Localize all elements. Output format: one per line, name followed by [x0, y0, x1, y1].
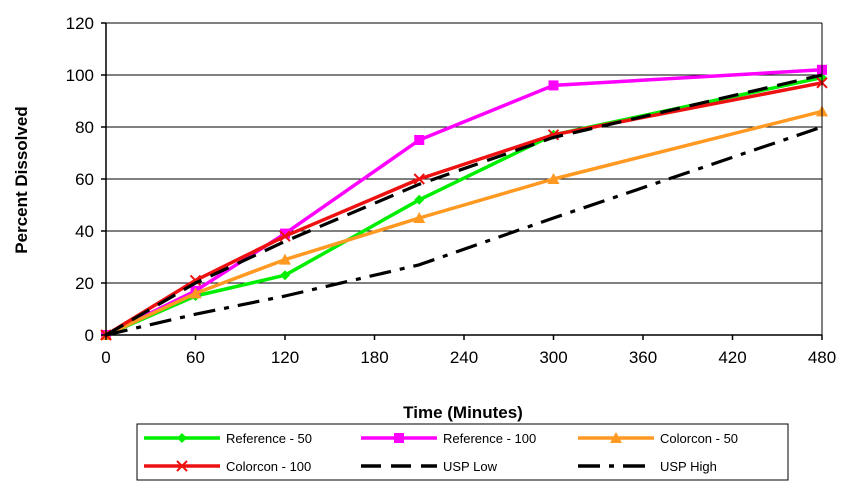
series-line-colorcon-50	[105, 109, 823, 337]
y-tick-label: 40	[75, 222, 94, 241]
data-point	[413, 173, 425, 185]
y-tick-label: 20	[75, 274, 94, 293]
legend-marker	[610, 432, 622, 443]
legend-label: Reference - 50	[226, 431, 312, 446]
y-axis-title: Percent Dissolved	[12, 106, 31, 253]
x-axis-title: Time (Minutes)	[403, 403, 523, 422]
series-line-usp-low	[105, 73, 823, 337]
series-colorcon-50	[100, 105, 828, 340]
legend-label: Colorcon - 100	[226, 459, 311, 474]
legend-marker	[176, 460, 188, 472]
axes	[101, 22, 823, 340]
series-line-reference-100	[105, 68, 823, 337]
y-tick-label: 0	[85, 326, 94, 345]
data-point	[279, 230, 291, 242]
legend-marker	[177, 433, 187, 443]
data-point	[279, 253, 291, 265]
x-tick-label: 180	[360, 348, 388, 367]
data-point	[548, 80, 559, 91]
x-tick-label: 0	[101, 348, 110, 367]
legend-label: Reference - 100	[443, 431, 536, 446]
legend-item-colorcon-50: Colorcon - 50	[578, 431, 738, 446]
legend-label: Colorcon - 50	[660, 431, 738, 446]
y-tick-label: 80	[75, 118, 94, 137]
series-usp-low	[105, 73, 823, 337]
legend: Reference - 50 Reference - 100 Colorcon - …	[136, 423, 789, 481]
y-tick-label: 60	[75, 170, 94, 189]
legend-item-colorcon-100: Colorcon - 100	[144, 459, 311, 474]
legend-item-usp-high: USP High	[578, 459, 717, 474]
series-colorcon-100	[100, 77, 828, 341]
series-line-usp-high	[105, 125, 823, 337]
legend-item-reference-50: Reference - 50	[144, 431, 312, 446]
legend-item-reference-100: Reference - 100	[361, 431, 536, 446]
legend-box	[136, 423, 789, 481]
series-line-colorcon-100	[105, 81, 823, 337]
x-tick-label: 420	[718, 348, 746, 367]
data-point	[189, 287, 202, 299]
series-usp-high	[105, 125, 823, 337]
x-tick-label: 120	[271, 348, 299, 367]
data-point	[414, 194, 425, 205]
series-reference-100	[101, 64, 827, 340]
grid-lines	[106, 22, 822, 284]
data-point	[547, 173, 560, 184]
x-tick-label: 300	[539, 348, 567, 367]
x-tick-label: 240	[450, 348, 478, 367]
data-point	[414, 135, 425, 145]
x-tick-label: 60	[186, 348, 205, 367]
y-tick-label: 100	[66, 66, 94, 85]
legend-item-usp-low: USP Low	[361, 459, 498, 474]
series-layer	[100, 64, 828, 341]
legend-label: USP High	[660, 459, 717, 474]
x-tick-label: 480	[808, 348, 836, 367]
data-point	[280, 228, 290, 239]
tick-labels: 0 20 40 60 80 100 120 0 60 120 180 240 300 360 420 480	[66, 14, 837, 367]
legend-label: USP Low	[443, 459, 498, 474]
y-tick-label: 120	[66, 14, 94, 33]
x-tick-label: 360	[629, 348, 657, 367]
data-point	[280, 270, 290, 281]
data-point	[413, 212, 426, 223]
legend-marker	[394, 433, 404, 443]
